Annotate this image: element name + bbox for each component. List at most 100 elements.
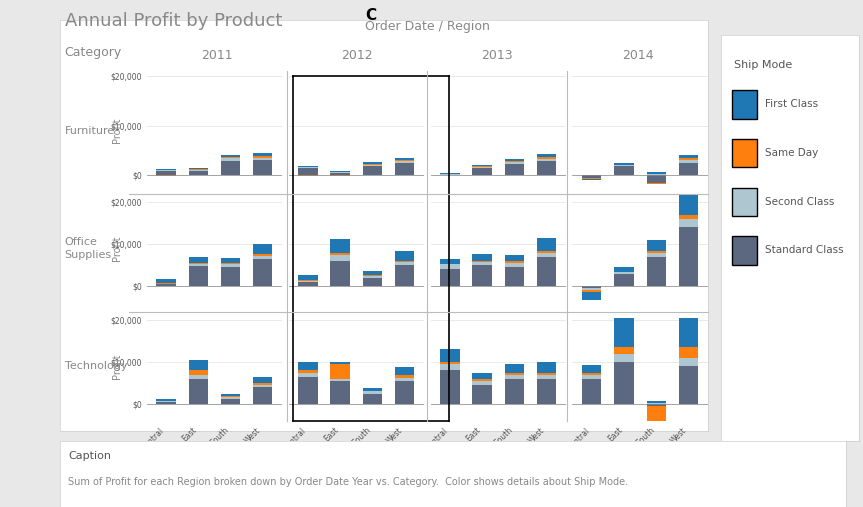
- Bar: [537, 373, 556, 375]
- Bar: [646, 404, 666, 406]
- Bar: [253, 156, 272, 158]
- Bar: [678, 158, 698, 160]
- Bar: [537, 379, 556, 404]
- Bar: [440, 371, 459, 404]
- FancyBboxPatch shape: [732, 188, 757, 216]
- Text: Order Date / Region: Order Date / Region: [365, 20, 489, 33]
- Bar: [156, 284, 176, 286]
- Bar: [678, 228, 698, 286]
- Bar: [537, 252, 556, 257]
- Bar: [583, 288, 602, 289]
- Bar: [505, 364, 524, 373]
- Bar: [395, 261, 414, 262]
- Bar: [583, 292, 602, 300]
- Bar: [221, 263, 240, 264]
- Bar: [156, 170, 176, 171]
- Bar: [331, 379, 350, 381]
- Bar: [395, 158, 414, 160]
- Bar: [537, 362, 556, 373]
- Bar: [505, 255, 524, 261]
- Bar: [646, 174, 666, 175]
- Bar: [331, 171, 350, 172]
- Bar: [678, 155, 698, 158]
- Bar: [253, 255, 272, 256]
- Bar: [614, 163, 633, 165]
- Bar: [299, 373, 318, 377]
- Bar: [646, 403, 666, 404]
- Bar: [188, 360, 208, 371]
- Text: 2013: 2013: [482, 49, 513, 62]
- Bar: [362, 165, 382, 166]
- Bar: [156, 171, 176, 175]
- Bar: [395, 250, 414, 261]
- Bar: [362, 166, 382, 175]
- FancyBboxPatch shape: [732, 90, 757, 119]
- Bar: [395, 161, 414, 163]
- Bar: [505, 161, 524, 162]
- Bar: [614, 347, 633, 354]
- Text: Second Class: Second Class: [765, 197, 835, 207]
- Text: Same Day: Same Day: [765, 148, 818, 158]
- Bar: [472, 373, 492, 379]
- Bar: [299, 167, 318, 168]
- Bar: [221, 267, 240, 286]
- Bar: [472, 265, 492, 286]
- Bar: [221, 258, 240, 263]
- Bar: [646, 252, 666, 257]
- Bar: [678, 219, 698, 228]
- Bar: [583, 286, 602, 288]
- Bar: [188, 168, 208, 169]
- Bar: [678, 318, 698, 347]
- Bar: [614, 272, 633, 274]
- Bar: [537, 157, 556, 159]
- Bar: [299, 168, 318, 175]
- Bar: [678, 347, 698, 358]
- Bar: [362, 276, 382, 278]
- Bar: [678, 358, 698, 366]
- Bar: [472, 385, 492, 404]
- Bar: [188, 170, 208, 171]
- Bar: [583, 178, 602, 179]
- Bar: [299, 281, 318, 282]
- Text: Profit: Profit: [111, 353, 122, 379]
- Text: Profit: Profit: [111, 118, 122, 143]
- Bar: [440, 364, 459, 371]
- Bar: [472, 262, 492, 265]
- Bar: [614, 165, 633, 166]
- FancyBboxPatch shape: [732, 139, 757, 167]
- Text: Profit: Profit: [111, 236, 122, 261]
- Bar: [156, 283, 176, 284]
- Bar: [395, 262, 414, 265]
- Text: 2014: 2014: [621, 49, 653, 62]
- Bar: [537, 238, 556, 250]
- Bar: [253, 259, 272, 286]
- Bar: [646, 401, 666, 403]
- Bar: [188, 264, 208, 266]
- Bar: [614, 166, 633, 175]
- Bar: [253, 244, 272, 255]
- Bar: [537, 375, 556, 379]
- Bar: [299, 282, 318, 286]
- Bar: [583, 175, 602, 178]
- Bar: [299, 175, 318, 176]
- Bar: [678, 160, 698, 163]
- Bar: [440, 264, 459, 269]
- Bar: [646, 250, 666, 252]
- Bar: [362, 391, 382, 393]
- Bar: [221, 394, 240, 396]
- Bar: [646, 406, 666, 421]
- Bar: [583, 289, 602, 292]
- Bar: [331, 239, 350, 254]
- Bar: [299, 275, 318, 280]
- Bar: [472, 165, 492, 166]
- Bar: [440, 349, 459, 362]
- Bar: [253, 385, 272, 387]
- Bar: [253, 387, 272, 404]
- Bar: [221, 161, 240, 175]
- Text: Category: Category: [65, 46, 122, 59]
- Bar: [646, 240, 666, 250]
- Bar: [472, 167, 492, 168]
- Bar: [440, 259, 459, 264]
- Bar: [362, 164, 382, 165]
- Bar: [253, 377, 272, 383]
